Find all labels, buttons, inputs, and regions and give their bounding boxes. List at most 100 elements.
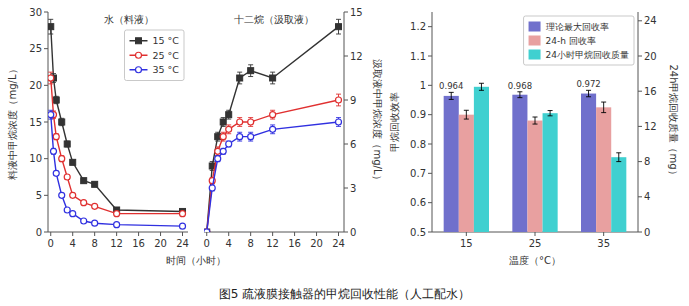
bar: [543, 113, 558, 232]
series-line: [51, 78, 183, 214]
legend-swatch: [529, 36, 541, 46]
y2-tick: [638, 126, 642, 127]
x-tick: [228, 232, 229, 236]
data-point: [336, 119, 342, 125]
y2-tick: [638, 20, 642, 21]
y-tick: [344, 144, 348, 145]
x-tick: [294, 232, 295, 236]
x-tick: [316, 232, 317, 236]
x-tick-label: 12: [110, 238, 123, 249]
x-axis-line: [48, 232, 188, 233]
error-bar: [248, 132, 253, 141]
error-bar: [210, 185, 215, 191]
x-tick-label: 24: [332, 238, 345, 249]
y-tick-label: 9: [350, 95, 356, 106]
data-point: [270, 112, 276, 118]
plot-area: [444, 83, 627, 232]
data-point: [114, 211, 120, 217]
y-tick: [344, 188, 348, 189]
error-bar: [48, 110, 53, 119]
data-point: [59, 119, 65, 125]
y-tick-label: 1: [420, 80, 426, 91]
x-tick-label: 16: [288, 238, 301, 249]
error-bar: [237, 72, 242, 84]
data-point: [226, 112, 232, 118]
line-panel: 04812162024051015202530料液中甲烷浓度（mg/L）水（料液…: [7, 7, 189, 250]
y-tick: [44, 158, 48, 159]
data-point: [92, 203, 98, 209]
error-bar: [237, 132, 242, 141]
error-bar: [270, 125, 275, 134]
y-tick-label: 3: [350, 183, 356, 194]
error-bar: [616, 153, 621, 162]
error-bar: [226, 125, 231, 134]
error-bar: [221, 132, 226, 141]
x-tick-label: 8: [247, 238, 253, 249]
y2-tick: [638, 232, 642, 233]
error-bar: [70, 160, 75, 164]
error-bar: [226, 110, 231, 119]
y2-tick-label: 4: [644, 191, 650, 202]
y2-tick-label: 0: [644, 227, 650, 238]
x-tick: [338, 232, 339, 236]
error-bar: [215, 132, 220, 141]
data-point: [92, 220, 98, 226]
x-tick: [272, 232, 273, 236]
error-bar: [237, 118, 242, 127]
error-bar: [92, 182, 97, 186]
data-point: [180, 211, 186, 217]
x-tick: [116, 232, 117, 236]
y-tick-label: 0: [350, 227, 356, 238]
error-bar: [48, 72, 53, 84]
x-axis-label: 温度（°C）: [509, 255, 561, 266]
y-tick: [344, 232, 348, 233]
y2-tick: [638, 56, 642, 57]
data-point: [226, 126, 232, 132]
data-point: [53, 170, 59, 176]
y-axis-line: [344, 12, 345, 232]
y-tick-label: 12: [350, 51, 363, 62]
error-bar: [65, 175, 70, 179]
error-bar: [59, 118, 64, 125]
x-tick: [160, 232, 161, 236]
error-bar: [586, 90, 591, 96]
y-tick-label: 6: [350, 139, 356, 150]
data-point: [64, 207, 70, 213]
x-tick: [466, 232, 467, 236]
x-tick-label: 0: [48, 238, 54, 249]
data-point: [336, 24, 342, 30]
x-tick: [94, 232, 95, 236]
legend-label: 24-h 回收率: [546, 36, 596, 46]
y-tick-label: 20: [29, 80, 42, 91]
error-bar: [464, 110, 469, 119]
error-bar: [226, 141, 231, 147]
data-point: [180, 223, 186, 229]
x-tick: [50, 232, 51, 236]
series-line: [207, 122, 339, 232]
data-point: [237, 119, 243, 125]
data-point: [204, 229, 210, 232]
x-tick-label: 4: [226, 238, 232, 249]
y-tick-label: 0.9: [410, 109, 426, 120]
y-tick-label: 0.5: [410, 227, 426, 238]
x-tick-label: 0: [204, 238, 210, 249]
data-point: [81, 200, 87, 206]
y-axis-label: 甲烷回收效率: [389, 92, 400, 152]
y-tick: [44, 195, 48, 196]
y-tick: [428, 26, 432, 27]
y-tick: [44, 85, 48, 86]
x-tick-label: 20: [154, 238, 167, 249]
data-point: [237, 134, 243, 140]
error-bar: [54, 171, 59, 175]
data-point: [81, 218, 87, 224]
x-tick: [250, 232, 251, 236]
y-tick: [428, 232, 432, 233]
y-tick-label: 10: [29, 153, 42, 164]
x-tick: [535, 232, 536, 236]
error-bar: [533, 117, 538, 124]
panel-title: 水（料液）: [104, 14, 154, 25]
y2-axis-label: 24h甲烷回收质量（mg）: [668, 64, 679, 179]
x-axis-line: [204, 232, 344, 233]
y-tick: [44, 122, 48, 123]
plot-area: [204, 19, 342, 232]
